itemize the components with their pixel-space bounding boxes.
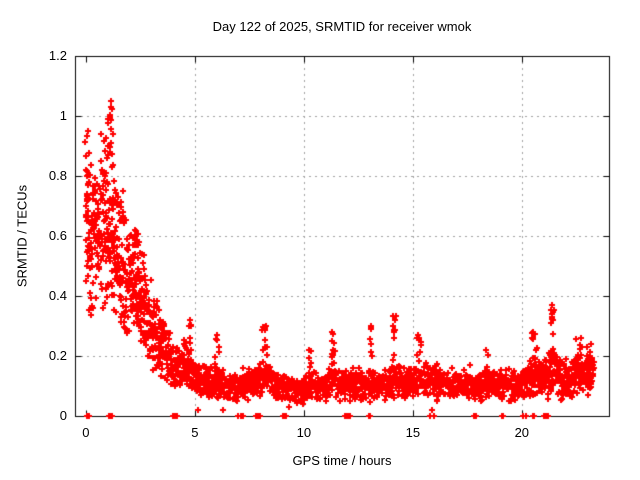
x-axis-label: GPS time / hours — [292, 453, 392, 468]
y-tick-label: 1.2 — [48, 48, 67, 63]
y-tick-label: 0.2 — [48, 348, 67, 363]
y-tick-label: 1 — [59, 108, 67, 123]
x-tick-label: 15 — [405, 425, 421, 440]
y-tick-label: 0 — [59, 408, 67, 423]
x-tick-label: 5 — [191, 425, 199, 440]
y-tick-label: 0.4 — [48, 288, 67, 303]
x-tick-label: 0 — [82, 425, 90, 440]
y-tick-label: 0.8 — [48, 168, 67, 183]
x-tick-label: 20 — [514, 425, 530, 440]
chart-title: Day 122 of 2025, SRMTID for receiver wmo… — [212, 19, 472, 34]
y-tick-label: 0.6 — [48, 228, 67, 243]
x-tick-label: 10 — [296, 425, 312, 440]
